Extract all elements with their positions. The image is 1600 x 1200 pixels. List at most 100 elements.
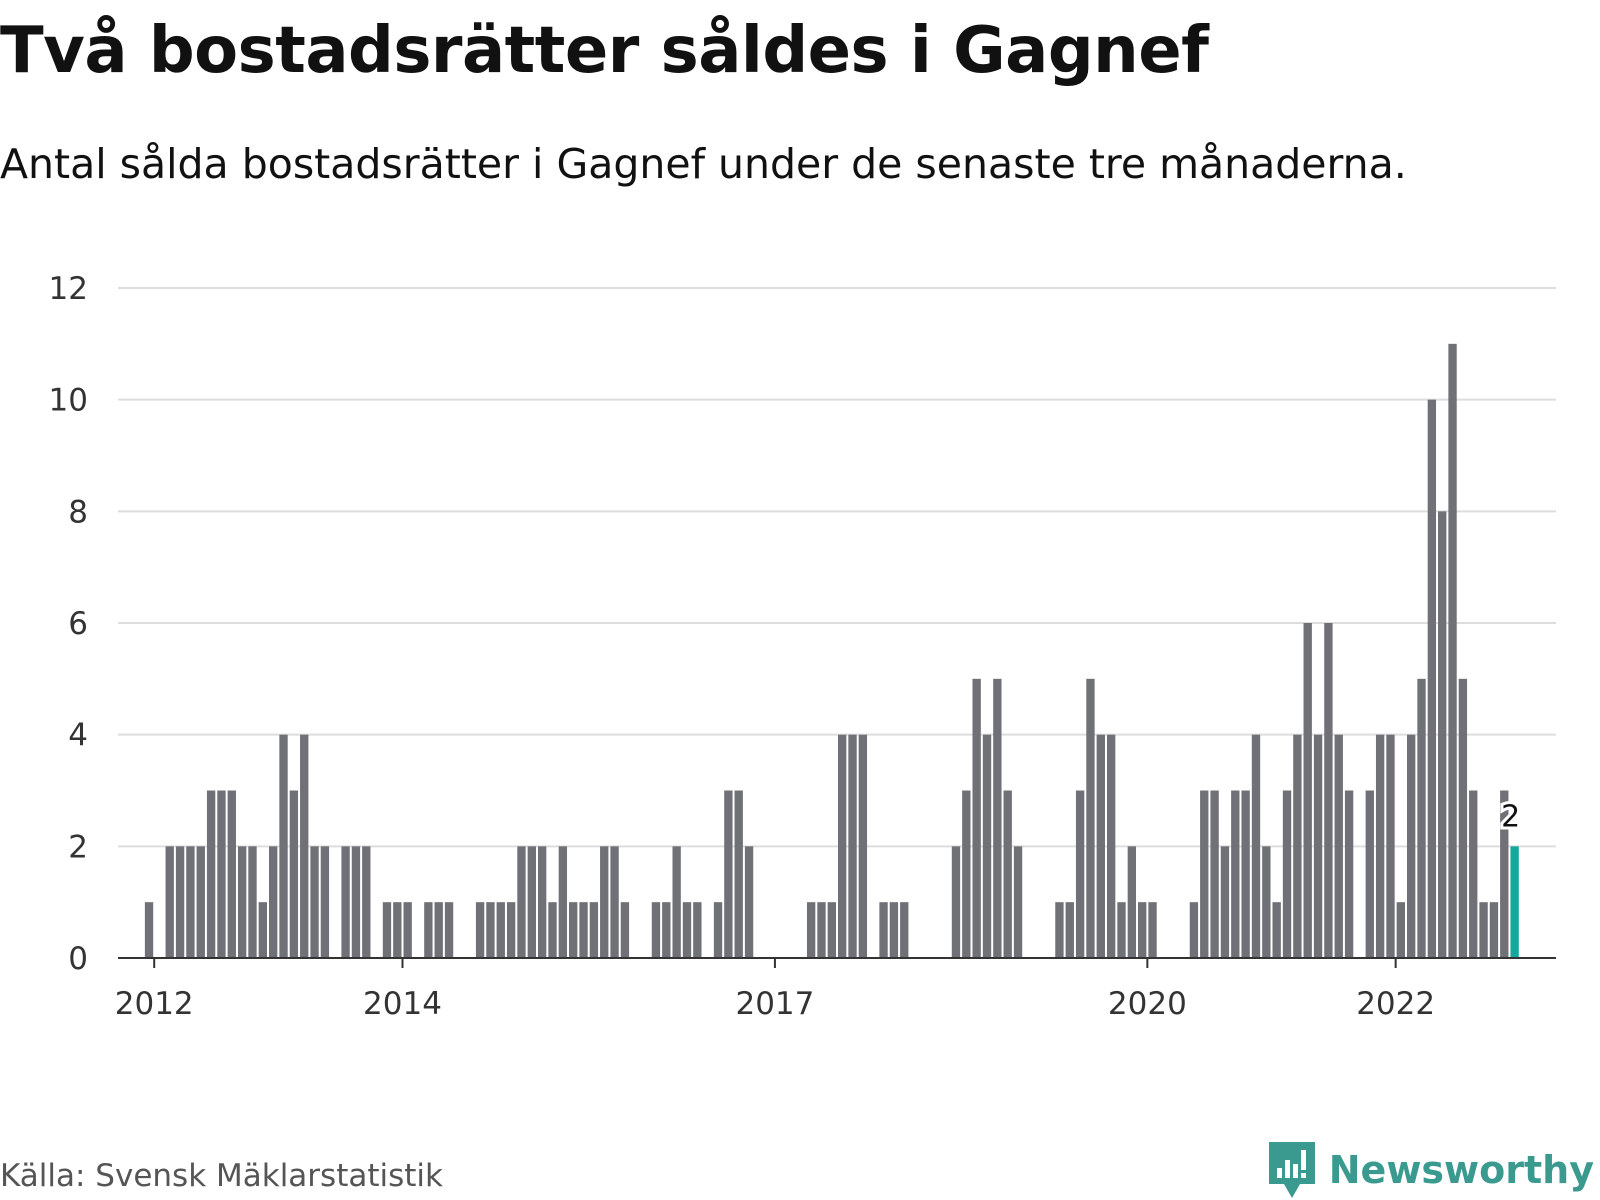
bar bbox=[1303, 623, 1312, 958]
bar bbox=[1148, 902, 1157, 958]
bar bbox=[351, 846, 361, 958]
chart-subtitle: Antal sålda bostadsrätter i Gagnef under… bbox=[0, 140, 1407, 188]
bar bbox=[362, 846, 371, 958]
bar bbox=[279, 734, 288, 958]
bar bbox=[1375, 734, 1385, 958]
chart-title: Två bostadsrätter såldes i Gagnef bbox=[0, 14, 1209, 88]
bar bbox=[434, 902, 443, 958]
bar bbox=[1427, 399, 1437, 959]
bar bbox=[382, 902, 392, 958]
bar bbox=[289, 790, 299, 958]
bar bbox=[900, 902, 909, 958]
bar bbox=[196, 846, 205, 958]
bar bbox=[589, 902, 599, 958]
bar bbox=[1293, 734, 1302, 958]
brand-logo[interactable]: Newsworthy bbox=[1267, 1140, 1594, 1200]
bar bbox=[248, 846, 257, 958]
bar bbox=[1138, 902, 1147, 958]
x-tick-label: 2012 bbox=[115, 986, 194, 1022]
bar bbox=[1251, 734, 1261, 958]
bar bbox=[341, 846, 350, 958]
bar bbox=[310, 846, 319, 958]
bar bbox=[879, 902, 888, 958]
bar bbox=[838, 734, 847, 958]
bar bbox=[693, 902, 702, 958]
bar bbox=[269, 846, 278, 958]
bar bbox=[982, 734, 992, 958]
value-labels: 2 bbox=[1498, 796, 1523, 837]
bar bbox=[217, 790, 226, 958]
bars bbox=[144, 343, 1519, 959]
bar bbox=[1096, 734, 1105, 958]
x-axis-tick-labels: 2012 2014 2017 2020 2022 bbox=[115, 986, 1435, 1022]
y-tick-label: 4 bbox=[68, 718, 88, 754]
bar bbox=[1334, 734, 1343, 958]
bar bbox=[165, 846, 174, 958]
bar bbox=[1489, 902, 1499, 958]
bar bbox=[444, 902, 454, 958]
bar bbox=[993, 678, 1002, 958]
bar bbox=[744, 846, 754, 958]
x-tick-label: 2022 bbox=[1356, 986, 1435, 1022]
bar bbox=[1075, 790, 1085, 958]
bar bbox=[1282, 790, 1292, 958]
bar bbox=[600, 846, 609, 958]
bar bbox=[558, 846, 568, 958]
bar bbox=[1262, 846, 1271, 958]
bar bbox=[1106, 734, 1116, 958]
bar bbox=[858, 734, 868, 958]
bar bbox=[713, 902, 723, 958]
bar bbox=[1117, 902, 1126, 958]
bar bbox=[1417, 678, 1426, 958]
bar bbox=[1189, 902, 1199, 958]
bar bbox=[537, 846, 547, 958]
bar bbox=[1458, 678, 1468, 958]
bar bbox=[1448, 343, 1457, 958]
y-tick-label: 10 bbox=[49, 383, 88, 419]
bar bbox=[1055, 902, 1064, 958]
bar bbox=[1241, 790, 1250, 958]
bar bbox=[724, 790, 733, 958]
bar bbox=[1210, 790, 1219, 958]
bar bbox=[237, 846, 247, 958]
bar bbox=[579, 902, 588, 958]
bar bbox=[548, 902, 557, 958]
bar bbox=[1365, 790, 1374, 958]
bar bbox=[300, 734, 309, 958]
bar bbox=[258, 902, 268, 958]
bar bbox=[610, 846, 619, 958]
bar bbox=[806, 902, 816, 958]
bar bbox=[517, 846, 526, 958]
newsworthy-chart-bubble-icon bbox=[1268, 1142, 1315, 1198]
bar bbox=[496, 902, 505, 958]
bar bbox=[227, 790, 236, 958]
y-tick-label: 12 bbox=[49, 271, 88, 307]
bar bbox=[1086, 678, 1095, 958]
bar bbox=[817, 902, 826, 958]
bar bbox=[144, 902, 154, 958]
bar bbox=[569, 902, 578, 958]
bar bbox=[662, 902, 671, 958]
bar bbox=[1127, 846, 1137, 958]
bar bbox=[1386, 734, 1395, 958]
bar bbox=[951, 846, 961, 958]
y-tick-label: 6 bbox=[68, 606, 88, 642]
bar bbox=[403, 902, 412, 958]
bar bbox=[1344, 790, 1354, 958]
bar bbox=[848, 734, 857, 958]
bar bbox=[175, 846, 185, 958]
bar bbox=[889, 902, 899, 958]
bar-chart: 0 2 4 6 8 10 12 2012 2014 2017 2020 2022 2 bbox=[49, 271, 1556, 1022]
bar bbox=[972, 678, 981, 958]
bar bbox=[206, 790, 216, 958]
bar bbox=[1313, 734, 1323, 958]
highlight-value-label: 2 bbox=[1501, 799, 1520, 834]
y-tick-label: 8 bbox=[68, 494, 88, 530]
bar bbox=[320, 846, 330, 958]
source-note: Källa: Svensk Mäklarstatistik bbox=[0, 1158, 443, 1194]
x-tick-label: 2014 bbox=[363, 986, 442, 1022]
bar bbox=[1396, 902, 1405, 958]
bar bbox=[827, 902, 836, 958]
bar bbox=[527, 846, 536, 958]
bar bbox=[424, 902, 433, 958]
